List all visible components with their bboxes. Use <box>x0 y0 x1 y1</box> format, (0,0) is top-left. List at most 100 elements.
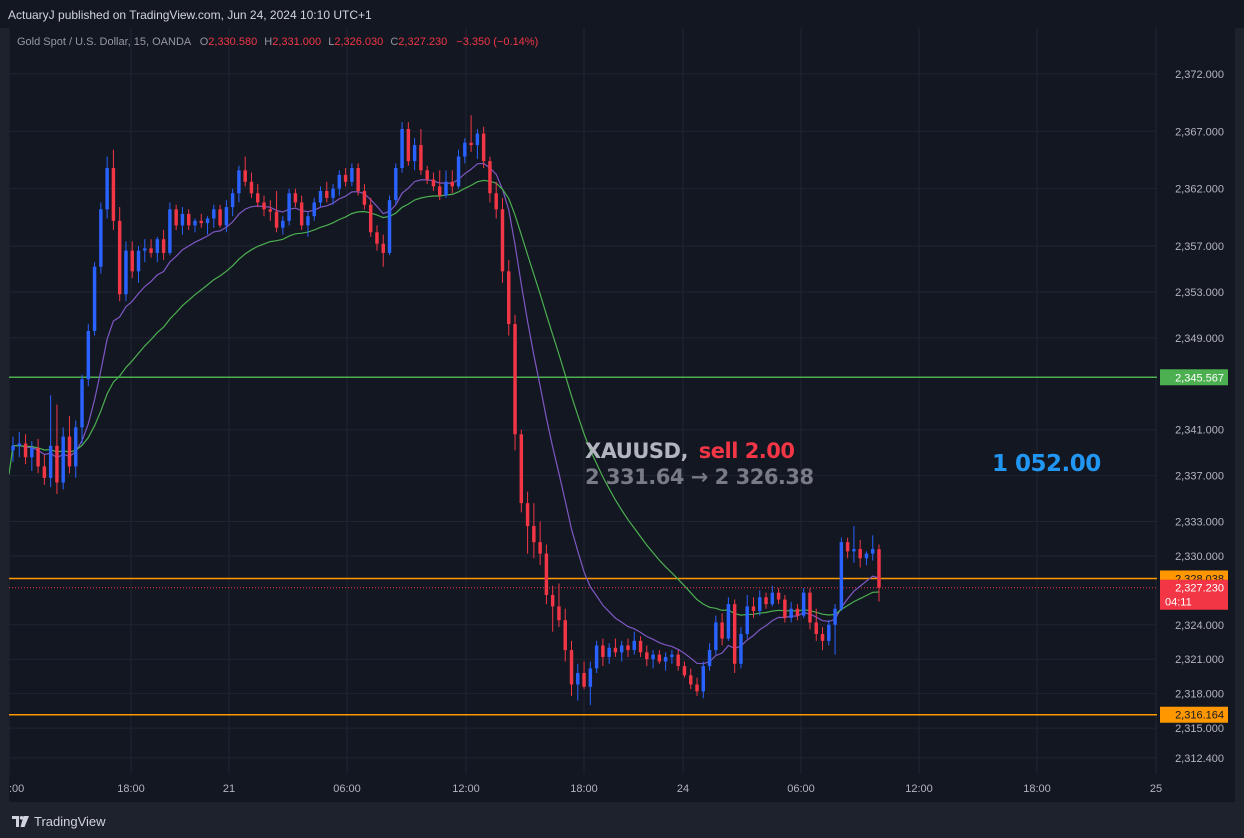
candle-body[interactable] <box>274 211 279 228</box>
candle-body[interactable] <box>720 622 724 639</box>
candle-body[interactable] <box>99 209 103 267</box>
candle-body[interactable] <box>783 599 787 618</box>
candle-body[interactable] <box>387 200 392 253</box>
candle-body[interactable] <box>212 209 216 219</box>
chart-frame[interactable]: 2,372.000 2,367.000 2,362.000 2,357.000 2,35… <box>9 28 1235 802</box>
candle-body[interactable] <box>262 202 266 210</box>
candle-body[interactable] <box>820 633 825 641</box>
tradingview-logo[interactable]: TradingView <box>12 814 106 829</box>
candle-body[interactable] <box>74 427 78 467</box>
candle-body[interactable] <box>852 549 856 552</box>
candle-body[interactable] <box>864 553 869 559</box>
candle-body[interactable] <box>538 542 542 554</box>
candle-body[interactable] <box>205 218 210 224</box>
candle-body[interactable] <box>218 209 222 226</box>
candle-body[interactable] <box>136 250 141 272</box>
candle-body[interactable] <box>481 133 486 162</box>
candle-body[interactable] <box>350 168 354 182</box>
candle-body[interactable] <box>86 330 91 380</box>
candle-body[interactable] <box>412 145 417 162</box>
candle-body[interactable] <box>268 209 273 212</box>
candle-body[interactable] <box>42 466 47 478</box>
candle-body[interactable] <box>130 250 134 272</box>
candle-body[interactable] <box>663 656 668 662</box>
candle-body[interactable] <box>394 168 398 201</box>
candle-body[interactable] <box>751 606 756 612</box>
candle-body[interactable] <box>833 608 837 625</box>
candle-body[interactable] <box>331 188 335 198</box>
candle-body[interactable] <box>36 448 40 467</box>
candle-body[interactable] <box>563 620 567 651</box>
candle-body[interactable] <box>645 652 649 660</box>
candle-body[interactable] <box>431 179 436 187</box>
candle-body[interactable] <box>808 592 812 623</box>
candle-body[interactable] <box>155 239 160 253</box>
candle-body[interactable] <box>776 592 781 600</box>
candle-body[interactable] <box>256 193 260 203</box>
candle-body[interactable] <box>789 608 793 618</box>
candle-body[interactable] <box>532 526 536 543</box>
candle-body[interactable] <box>651 654 655 660</box>
candle-body[interactable] <box>243 170 247 182</box>
candle-body[interactable] <box>657 654 662 662</box>
candle-body[interactable] <box>124 250 128 295</box>
candle-body[interactable] <box>193 220 197 226</box>
candle-body[interactable] <box>425 170 429 180</box>
candle-body[interactable] <box>293 193 298 203</box>
candle-body[interactable] <box>149 248 153 253</box>
candle-body[interactable] <box>362 190 367 205</box>
candle-body[interactable] <box>745 606 749 634</box>
candle-body[interactable] <box>463 142 467 157</box>
candle-body[interactable] <box>670 654 674 657</box>
candle-body[interactable] <box>400 128 404 169</box>
candle-body[interactable] <box>632 640 636 651</box>
candle-body[interactable] <box>224 207 229 226</box>
candle-body[interactable] <box>764 597 768 605</box>
candle-body[interactable] <box>143 248 147 251</box>
candle-body[interactable] <box>11 445 15 451</box>
candle-body[interactable] <box>613 647 618 653</box>
candle-body[interactable] <box>513 324 517 435</box>
candle-body[interactable] <box>701 666 706 692</box>
candle-body[interactable] <box>845 542 850 552</box>
candle-body[interactable] <box>105 168 109 210</box>
candle-body[interactable] <box>739 633 743 664</box>
candle-body[interactable] <box>368 204 373 233</box>
candle-body[interactable] <box>281 220 285 228</box>
candle-body[interactable] <box>299 202 304 226</box>
candle-body[interactable] <box>525 503 530 527</box>
candle-body[interactable] <box>356 168 360 191</box>
candle-body[interactable] <box>550 594 555 607</box>
candle-body[interactable] <box>180 213 185 226</box>
candle-body[interactable] <box>488 161 492 194</box>
candle-body[interactable] <box>795 608 800 616</box>
candle-body[interactable] <box>249 181 254 194</box>
candle-body[interactable] <box>450 181 455 187</box>
candle-body[interactable] <box>67 436 72 467</box>
candle-body[interactable] <box>343 174 348 182</box>
candle-body[interactable] <box>237 170 241 194</box>
candle-body[interactable] <box>877 549 881 588</box>
candle-body[interactable] <box>111 168 116 221</box>
candle-body[interactable] <box>469 142 473 146</box>
candle-body[interactable] <box>48 445 53 478</box>
candle-body[interactable] <box>682 666 687 676</box>
candle-body[interactable] <box>92 266 97 331</box>
candle-body[interactable] <box>507 271 511 325</box>
candle-body[interactable] <box>456 156 461 187</box>
candle-body[interactable] <box>839 542 844 609</box>
candle-body[interactable] <box>582 673 586 687</box>
candle-body[interactable] <box>607 647 611 657</box>
candle-body[interactable] <box>594 645 599 669</box>
candle-body[interactable] <box>406 128 411 162</box>
candle-body[interactable] <box>325 190 329 198</box>
candle-body[interactable] <box>814 622 818 634</box>
candle-body[interactable] <box>714 622 718 651</box>
candle-body[interactable] <box>544 553 549 595</box>
candle-body[interactable] <box>55 445 59 483</box>
candle-body[interactable] <box>638 640 643 653</box>
candle-body[interactable] <box>519 434 524 504</box>
candle-body[interactable] <box>827 624 831 641</box>
candle-body[interactable] <box>375 232 379 244</box>
candle-body[interactable] <box>676 654 680 667</box>
